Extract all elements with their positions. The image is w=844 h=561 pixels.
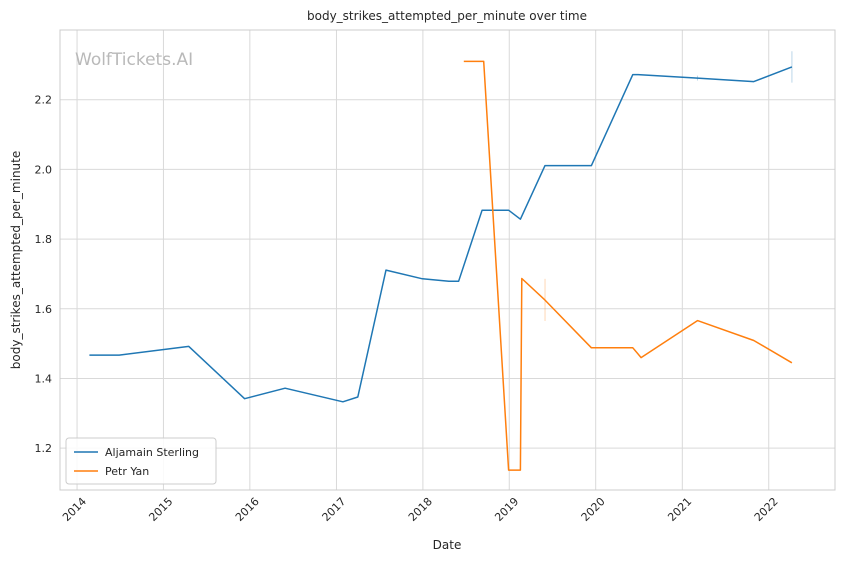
legend: Aljamain Sterling Petr Yan (65, 437, 217, 485)
legend-entry: Aljamain Sterling (105, 446, 199, 459)
y-tick-label: 1.2 (35, 442, 53, 455)
legend-entry: Petr Yan (105, 465, 149, 478)
y-tick-label: 1.6 (35, 303, 53, 316)
y-tick-label: 1.8 (35, 233, 53, 246)
chart-title: body_strikes_attempted_per_minute over t… (307, 9, 587, 23)
x-axis-label: Date (433, 538, 462, 552)
y-axis-label: body_strikes_attempted_per_minute (9, 151, 23, 369)
series-line-petr-yan (463, 60, 793, 471)
watermark-text: WolfTickets.AI (75, 50, 193, 70)
series-line-aljamain-sterling (89, 66, 793, 403)
grid (60, 30, 835, 490)
y-tick-label: 1.4 (35, 372, 53, 385)
y-tick-label: 2.2 (35, 94, 53, 107)
y-tick-label: 2.0 (35, 163, 53, 176)
plot-frame (59, 29, 836, 491)
plot-area (89, 51, 793, 471)
legend-frame (65, 437, 217, 485)
y-axis-ticks: 1.2 1.4 1.6 1.8 2.0 2.2 (35, 94, 53, 455)
